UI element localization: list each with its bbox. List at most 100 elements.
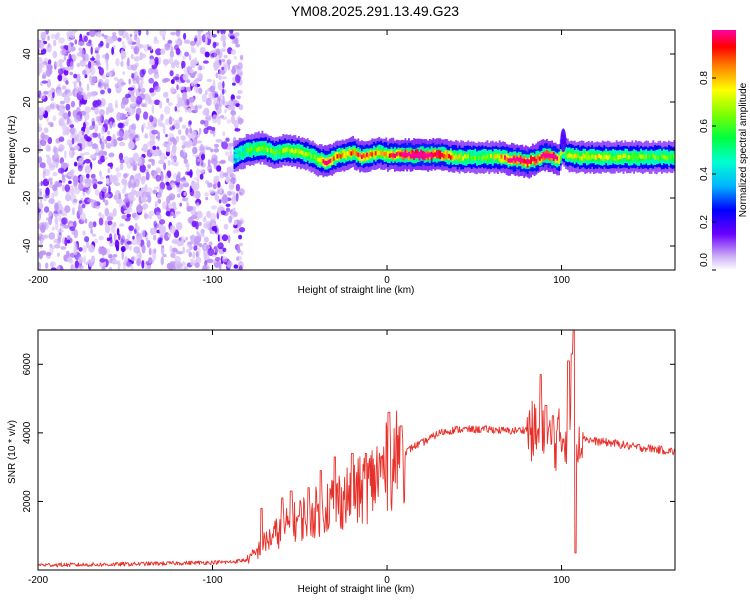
spectrogram-noise-dot [137, 172, 142, 180]
spectrogram-noise-dot [54, 33, 59, 41]
spectrogram-noise-dot [91, 143, 98, 150]
spectrogram-noise-dot [169, 225, 176, 234]
spectrogram-noise-dot [222, 172, 229, 177]
spectrogram-noise-dot [67, 110, 71, 118]
spectrogram-noise-dot [176, 84, 179, 91]
spectrogram-noise-dot [38, 39, 42, 44]
spectrogram-noise-dot [162, 201, 167, 210]
spectrogram-noise-dot [114, 104, 119, 109]
spectrogram-cell [610, 156, 613, 161]
spectrogram-noise-dot [73, 161, 78, 167]
spectrogram-noise-dot [220, 48, 227, 52]
spectrogram-noise-dot [153, 68, 159, 75]
spectrogram-cell [664, 155, 667, 160]
spectrogram-noise-dot [44, 168, 51, 177]
spectrogram-cell [455, 154, 457, 159]
spectrogram-noise-dot [81, 245, 88, 254]
spectrogram-noise-dot [130, 45, 134, 50]
spectrogram-noise-dot [94, 152, 100, 156]
spectrogram-cell [589, 155, 592, 160]
spectrogram-noise-dot [99, 176, 104, 180]
y-tick-label: 2000 [22, 490, 33, 513]
spectrogram-noise-dot [38, 202, 44, 210]
spectrogram-cell [517, 157, 520, 162]
spectrogram-noise-dot [123, 156, 130, 164]
spectrogram-noise-dot [84, 74, 88, 79]
spectrogram-noise-dot [72, 80, 78, 85]
spectrogram-noise-dot [107, 130, 110, 135]
spectrogram-noise-dot [100, 89, 105, 95]
spectrogram-noise-dot [149, 215, 152, 220]
spectrogram-noise-dot [151, 104, 155, 114]
y-tick-label: 6000 [22, 353, 33, 376]
spectrogram-noise-dot [134, 228, 137, 235]
spectrogram-noise-dot [68, 31, 76, 39]
spectrogram-noise-dot [211, 126, 216, 132]
spectrogram-noise-dot [45, 144, 51, 152]
spectrogram-noise-dot [39, 139, 47, 147]
spectrogram-cell [385, 152, 388, 157]
spectrogram-noise-dot [214, 103, 219, 111]
spectrogram-cell [486, 154, 489, 159]
spectrogram-cell [425, 153, 428, 158]
spectrogram-noise-dot [77, 130, 85, 138]
spectrogram-noise-dot [198, 221, 202, 227]
spectrogram-cell [240, 152, 243, 157]
spectrogram-noise-dot [233, 219, 237, 226]
spectrogram-cell [287, 147, 290, 152]
spectrogram-noise-dot [158, 187, 163, 195]
spectrogram-noise-dot [105, 108, 110, 116]
spectrogram-noise-dot [195, 40, 200, 47]
spectrogram-noise-dot [126, 240, 133, 245]
spectrogram-noise-dot [117, 37, 122, 42]
spectrogram-noise-dot [116, 172, 122, 178]
spectrogram-noise-dot [122, 71, 126, 75]
spectrogram-noise-dot [188, 96, 195, 103]
spectrogram-noise-dot [112, 122, 116, 128]
spectrogram-noise-dot [136, 75, 140, 85]
spectrogram-noise-dot [153, 74, 159, 78]
spectrogram-noise-dot [96, 53, 101, 62]
spectrogram-noise-dot [188, 107, 192, 114]
y-tick-label: 0 [22, 147, 33, 153]
spectrogram-noise-dot [61, 48, 67, 56]
spectrogram-noise-dot [97, 159, 103, 165]
spectrogram-cell [458, 154, 461, 159]
spectrogram-noise-dot [40, 92, 46, 100]
spectrogram-noise-dot [90, 228, 93, 235]
spectrogram-noise-dot [103, 84, 107, 90]
spectrogram-noise-dot [129, 33, 133, 38]
spectrogram-cell [404, 151, 407, 157]
spectrogram-noise-dot [174, 39, 181, 45]
spectrogram-noise-dot [176, 186, 181, 193]
spectrogram-noise-dot [50, 262, 54, 268]
spectrogram-noise-dot [46, 178, 53, 182]
spectrogram-noise-dot [133, 56, 140, 62]
spectrogram-noise-dot [74, 260, 79, 269]
spectrogram-noise-dot [107, 220, 113, 226]
spectrogram-noise-dot [98, 217, 104, 226]
spectrogram-noise-dot [90, 80, 96, 86]
spectrogram-cell [673, 154, 675, 159]
spectrogram-noise-dot [128, 225, 134, 232]
spectrogram-cell [449, 150, 452, 160]
spectrogram-noise-dot [144, 213, 149, 219]
spectrogram-noise-dot [218, 262, 222, 270]
spectrogram-noise-dot [125, 118, 129, 124]
spectrogram-noise-dot [159, 30, 167, 37]
spectrogram-noise-dot [176, 221, 183, 231]
spectrogram-cell [551, 154, 553, 159]
spectrogram-noise-dot [90, 91, 97, 98]
spectrogram-noise-dot [211, 205, 217, 210]
spectrogram-cell [373, 152, 375, 157]
spectrogram-noise-dot [201, 233, 205, 238]
spectrogram-noise-dot [85, 173, 90, 179]
spectrogram-noise-dot [203, 244, 211, 251]
spectrogram-noise-dot [230, 110, 237, 116]
spectrogram-noise-dot [157, 118, 163, 127]
spectrogram-noise-dot [176, 93, 181, 101]
spectrogram-noise-dot [217, 234, 221, 242]
spectrogram-noise-dot [77, 265, 84, 270]
spectrogram-noise-dot [52, 171, 58, 177]
spectrogram-cell [575, 154, 578, 159]
